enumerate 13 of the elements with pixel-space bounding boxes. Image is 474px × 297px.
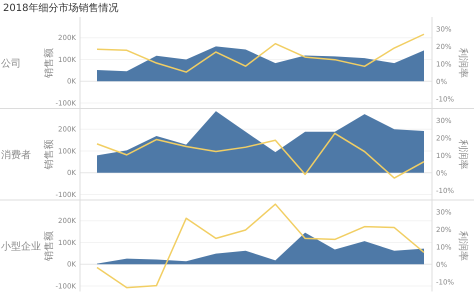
y2-axis-title: 利润率 [457, 48, 469, 78]
text: 消费者 [1, 148, 31, 161]
line-series [96, 132, 425, 179]
chart-title: 2018年细分市场销售情况 [3, 2, 118, 14]
line-series [96, 34, 425, 73]
line-series [96, 203, 425, 288]
y-axis-title: 销售额 [43, 139, 55, 170]
y2-axis-title: 利润率 [457, 230, 469, 261]
y-axis-title: 销售额 [43, 48, 55, 79]
y-axis-title: 销售额 [43, 230, 55, 262]
text: 小型企业 [1, 240, 41, 252]
y2-axis-title: 利润率 [457, 139, 469, 170]
text: 公司 [1, 57, 21, 70]
